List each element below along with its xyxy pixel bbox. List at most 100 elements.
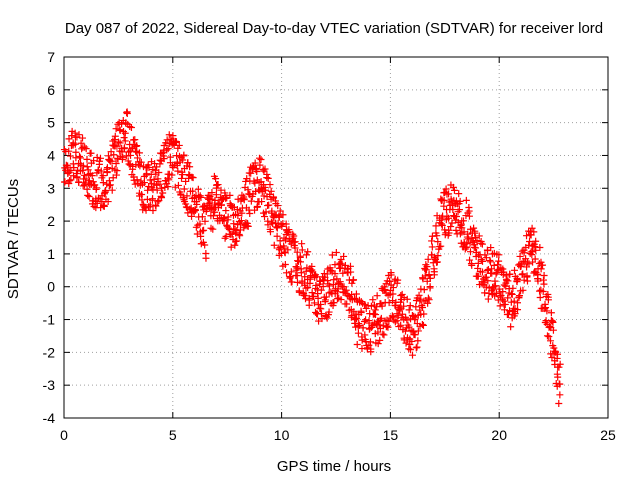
data-point — [490, 283, 498, 291]
data-point — [212, 191, 220, 199]
data-point — [183, 192, 191, 200]
data-point — [234, 221, 242, 229]
data-point — [401, 327, 409, 335]
data-point — [487, 244, 495, 252]
data-point — [492, 290, 500, 298]
plot-frame — [63, 56, 609, 419]
data-point — [327, 288, 335, 296]
y-tick-label: -1 — [43, 312, 56, 328]
data-point — [298, 240, 306, 248]
data-point — [484, 295, 492, 303]
data-point — [353, 340, 361, 348]
data-point — [393, 317, 401, 325]
data-point — [331, 270, 339, 278]
data-point — [522, 255, 530, 263]
data-point — [304, 248, 312, 256]
data-point — [218, 196, 226, 204]
data-point — [465, 212, 473, 220]
data-point — [267, 187, 275, 195]
data-point — [556, 391, 564, 399]
data-point — [283, 269, 291, 277]
data-point — [434, 252, 442, 260]
data-point — [515, 292, 523, 300]
data-point — [525, 260, 533, 268]
data-point — [450, 186, 458, 194]
data-point — [286, 273, 294, 281]
data-point — [510, 297, 518, 305]
data-point — [419, 321, 427, 329]
data-point — [549, 318, 557, 326]
data-point — [460, 217, 468, 225]
data-point — [543, 307, 551, 315]
data-point — [158, 194, 166, 202]
data-point — [412, 303, 420, 311]
data-point — [340, 252, 348, 260]
data-point — [135, 149, 143, 157]
x-tick-label: 0 — [60, 427, 68, 443]
data-point — [120, 134, 128, 142]
data-point — [507, 323, 515, 331]
data-point — [261, 165, 269, 173]
data-point — [209, 225, 217, 233]
data-point — [110, 151, 118, 159]
data-point — [137, 177, 145, 185]
data-point — [214, 181, 222, 189]
data-point — [222, 194, 230, 202]
data-point — [394, 312, 402, 320]
data-point — [492, 270, 500, 278]
data-point — [456, 197, 464, 205]
data-point — [124, 157, 132, 165]
data-point — [132, 142, 140, 150]
data-point — [471, 234, 479, 242]
data-point — [140, 179, 148, 187]
data-point — [164, 183, 172, 191]
data-point — [235, 230, 243, 238]
data-point — [353, 315, 361, 323]
data-point — [374, 340, 382, 348]
data-point — [376, 336, 384, 344]
data-point — [388, 312, 396, 320]
data-point — [105, 156, 113, 164]
data-point — [327, 267, 335, 275]
data-point — [445, 190, 453, 198]
data-point — [486, 258, 494, 266]
data-point — [545, 332, 553, 340]
data-point — [109, 137, 117, 145]
data-point — [471, 244, 479, 252]
data-point — [513, 276, 521, 284]
data-point — [293, 264, 301, 272]
data-point — [96, 154, 104, 162]
data-point — [387, 271, 395, 279]
data-point — [410, 312, 418, 320]
data-point — [463, 240, 471, 248]
data-point — [424, 294, 432, 302]
data-point — [303, 264, 311, 272]
data-point — [424, 299, 432, 307]
data-point — [224, 224, 232, 232]
data-point — [478, 268, 486, 276]
data-point — [369, 296, 377, 304]
data-point — [442, 185, 450, 193]
data-point — [482, 283, 490, 291]
data-point — [268, 218, 276, 226]
data-point — [256, 161, 264, 169]
data-point — [274, 202, 282, 210]
data-point — [164, 145, 172, 153]
data-point — [433, 232, 441, 240]
data-point — [555, 400, 563, 408]
data-point — [354, 329, 362, 337]
data-point — [473, 237, 481, 245]
data-point — [375, 321, 383, 329]
data-point — [491, 282, 499, 290]
data-point — [212, 175, 220, 183]
data-point — [266, 181, 274, 189]
data-point — [155, 169, 163, 177]
data-point — [145, 164, 153, 172]
data-point — [494, 261, 502, 269]
data-point — [234, 212, 242, 220]
data-point — [196, 220, 204, 228]
data-point — [95, 160, 103, 168]
data-point — [403, 295, 411, 303]
data-point — [184, 209, 192, 217]
data-point — [366, 338, 374, 346]
